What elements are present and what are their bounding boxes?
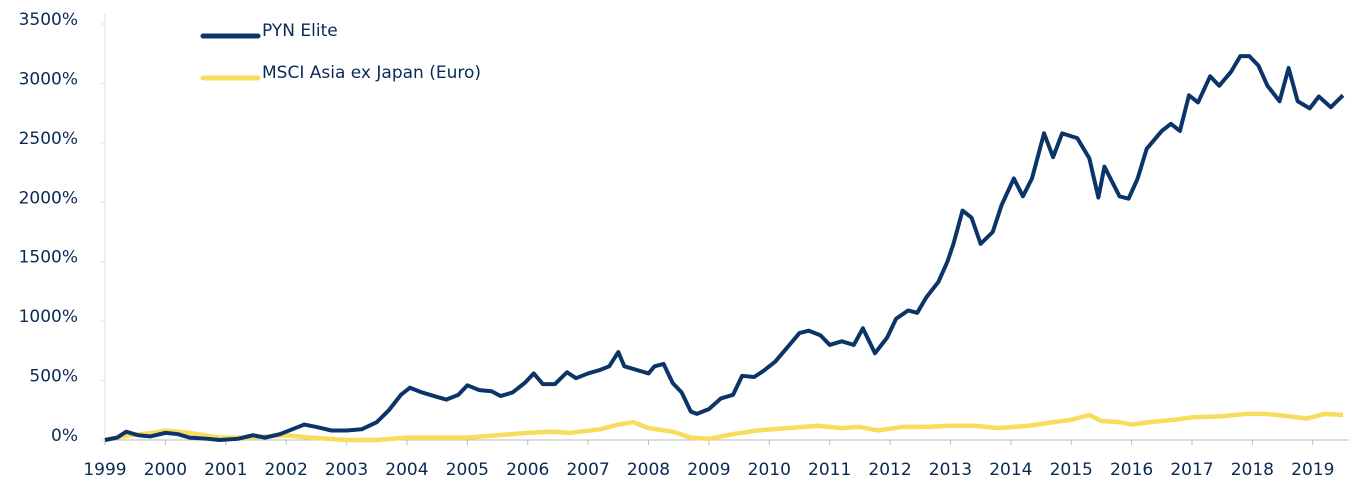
x-tick-label: 2006 [506,460,549,480]
y-tick-label: 1000% [19,307,78,327]
x-tick-label: 2002 [265,460,308,480]
series-line [104,411,1344,443]
y-tick-label: 2000% [19,188,78,208]
x-tick-label: 2001 [204,460,247,480]
x-tick-label: 2000 [144,460,187,480]
series-line [104,54,1345,442]
x-tick-label: 2012 [868,460,911,480]
x-tick-label: 2011 [808,460,851,480]
x-tick-label: 2008 [627,460,670,480]
y-tick-label: 500% [29,367,78,387]
x-tick-label: 2010 [748,460,791,480]
y-tick-label: 1500% [19,248,78,268]
x-tick-label: 2019 [1291,460,1334,480]
y-tick-label: 3000% [19,69,78,89]
x-tick-label: 2014 [989,460,1032,480]
x-tick-label: 2009 [687,460,730,480]
x-tick-label: 2004 [385,460,428,480]
y-tick-label: 3500% [19,10,78,30]
x-tick-label: 2005 [446,460,489,480]
y-tick-label: 0% [51,426,78,446]
legend-label: PYN Elite [262,21,338,41]
x-tick-label: 2013 [929,460,972,480]
x-tick-label: 2007 [566,460,609,480]
y-tick-label: 2500% [19,129,78,149]
x-tick-label: 2017 [1170,460,1213,480]
x-tick-label: 2003 [325,460,368,480]
x-tick-label: 2016 [1110,460,1153,480]
x-tick-label: 1999 [83,460,126,480]
legend-label: MSCI Asia ex Japan (Euro) [262,63,481,83]
x-tick-label: 2015 [1050,460,1093,480]
x-tick-label: 2018 [1231,460,1274,480]
